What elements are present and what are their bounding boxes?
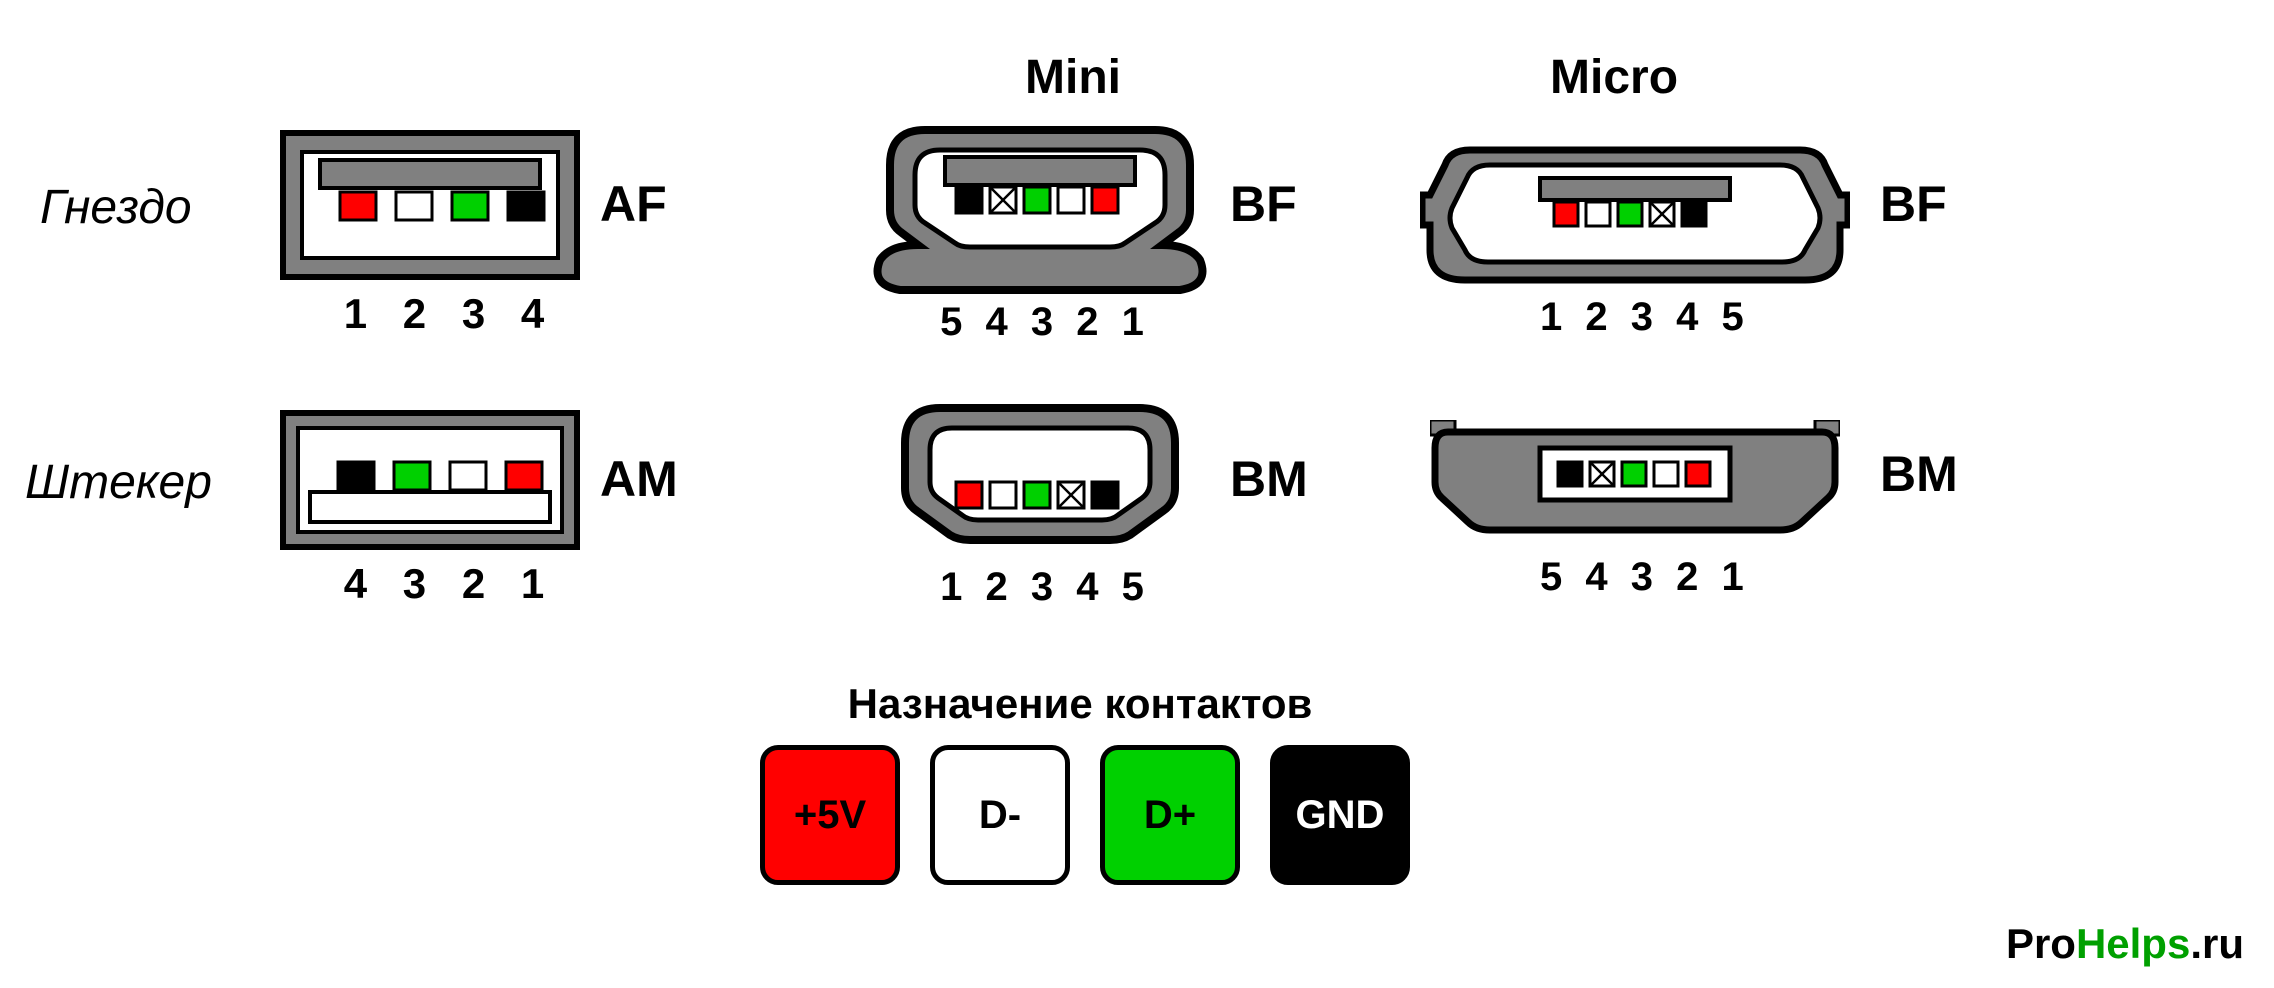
connector-mini-bm-svg <box>870 400 1210 560</box>
pin-sequence-mini-bf: 5 4 3 2 1 <box>940 300 1150 345</box>
connector-am-svg <box>280 410 580 550</box>
connector-micro-bm <box>1430 420 1840 550</box>
pin-red <box>1686 462 1710 486</box>
connector-am <box>280 410 580 550</box>
pin-red <box>340 192 376 220</box>
pin-white <box>990 482 1016 508</box>
type-label-am: AM <box>600 450 678 508</box>
pin-sequence-mini-bm: 1 2 3 4 5 <box>940 565 1150 610</box>
pin-red <box>1554 202 1578 226</box>
legend-item-dminus: D- <box>930 745 1070 885</box>
type-label-micro-bf: BF <box>1880 175 1947 233</box>
pin-green <box>1024 187 1050 213</box>
connector-af-svg <box>280 130 580 280</box>
pin-red <box>506 462 542 490</box>
connector-micro-bf-svg <box>1420 140 1850 290</box>
pin-green <box>1024 482 1050 508</box>
pin-white <box>450 462 486 490</box>
pin-black <box>338 462 374 490</box>
connector-micro-bf <box>1420 140 1850 290</box>
pin-sequence-micro-bf: 1 2 3 4 5 <box>1540 295 1740 340</box>
watermark: ProHelps.ru <box>2006 920 2244 968</box>
type-label-micro-bm: BM <box>1880 445 1958 503</box>
watermark-pro: Pro <box>2006 920 2076 967</box>
watermark-helps: Helps <box>2076 920 2190 967</box>
connector-mini-bf-svg <box>870 125 1210 295</box>
row-label-socket: Гнездо <box>40 180 192 235</box>
pin-red <box>956 482 982 508</box>
column-header-mini: Mini <box>1025 50 1121 105</box>
legend-item-plus5v: +5V <box>760 745 900 885</box>
pin-black <box>956 187 982 213</box>
pin-sequence-am: 4 3 2 1 <box>330 560 570 608</box>
pin-red <box>1092 187 1118 213</box>
pin-green <box>394 462 430 490</box>
pin-white <box>1654 462 1678 486</box>
pin-black <box>1682 202 1706 226</box>
row-label-plug: Штекер <box>25 455 212 510</box>
type-label-mini-bf: BF <box>1230 175 1297 233</box>
legend-title: Назначение контактов <box>780 680 1380 728</box>
type-label-af: AF <box>600 175 667 233</box>
pin-sequence-micro-bm: 5 4 3 2 1 <box>1540 555 1740 600</box>
connector-mini-bm <box>870 400 1210 560</box>
connector-micro-bm-svg <box>1430 420 1840 550</box>
legend-item-dplus: D+ <box>1100 745 1240 885</box>
column-header-micro: Micro <box>1550 50 1678 105</box>
watermark-suffix: .ru <box>2190 920 2244 967</box>
pin-white <box>1058 187 1084 213</box>
pin-green <box>1618 202 1642 226</box>
pin-black <box>508 192 544 220</box>
connector-mini-bf <box>870 125 1210 295</box>
connector-af <box>280 130 580 280</box>
pin-black <box>1558 462 1582 486</box>
legend-item-gnd: GND <box>1270 745 1410 885</box>
pin-black <box>1092 482 1118 508</box>
legend-row: +5VD-D+GND <box>760 745 1410 885</box>
pin-green <box>1622 462 1646 486</box>
pin-green <box>452 192 488 220</box>
pin-white <box>1586 202 1610 226</box>
type-label-mini-bm: BM <box>1230 450 1308 508</box>
pin-white <box>396 192 432 220</box>
pin-sequence-af: 1 2 3 4 <box>330 290 570 338</box>
